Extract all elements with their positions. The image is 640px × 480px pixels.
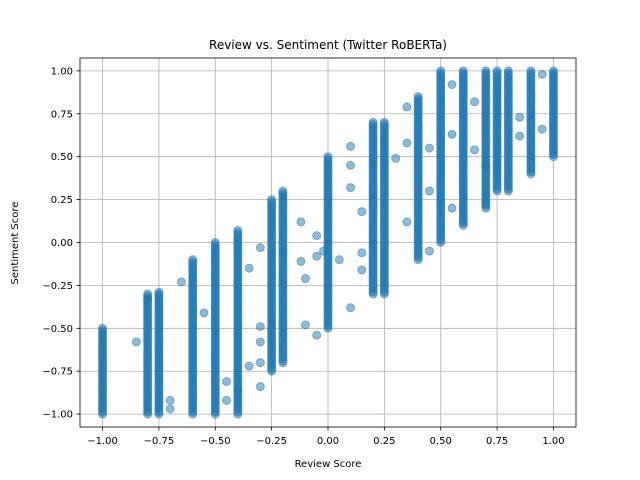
x-tick-label: −0.50 bbox=[200, 436, 231, 447]
x-tick-label: 0.25 bbox=[373, 436, 395, 447]
data-point bbox=[318, 246, 328, 256]
data-point bbox=[154, 287, 164, 297]
x-tick-label: −0.25 bbox=[256, 436, 287, 447]
data-point bbox=[233, 225, 243, 235]
data-point bbox=[334, 255, 344, 265]
x-axis-ticks: −1.00 −0.75 −0.50 −0.25 0.00 0.25 0.50 0.75 1.00 bbox=[87, 427, 565, 447]
data-point bbox=[165, 404, 175, 414]
data-points bbox=[98, 66, 558, 419]
data-point bbox=[402, 102, 412, 112]
data-point bbox=[346, 141, 356, 151]
data-point bbox=[515, 112, 525, 122]
data-point bbox=[346, 303, 356, 313]
x-tick-label: −0.75 bbox=[144, 436, 175, 447]
x-tick-label: 0.75 bbox=[486, 436, 508, 447]
data-point bbox=[312, 231, 322, 241]
data-point bbox=[312, 330, 322, 340]
data-point bbox=[233, 385, 243, 395]
data-point bbox=[312, 251, 322, 261]
y-axis-ticks: −1.00 −0.75 −0.50 −0.25 0.00 0.25 0.50 0.75 1.00 bbox=[42, 66, 80, 421]
data-point bbox=[255, 337, 265, 347]
data-point bbox=[210, 238, 220, 247]
data-point bbox=[424, 143, 434, 153]
data-point bbox=[458, 66, 468, 76]
data-point bbox=[278, 186, 288, 196]
data-point bbox=[492, 66, 502, 76]
data-point bbox=[143, 294, 153, 304]
x-tick-label: −1.00 bbox=[87, 436, 118, 447]
data-point bbox=[402, 217, 412, 227]
data-point bbox=[470, 145, 480, 155]
y-tick-label: −0.50 bbox=[42, 324, 73, 335]
data-point bbox=[470, 97, 480, 107]
data-point bbox=[413, 92, 423, 102]
data-point bbox=[424, 186, 434, 196]
data-point bbox=[255, 243, 265, 253]
x-axis-label: Review Score bbox=[295, 459, 362, 470]
y-tick-label: 0.00 bbox=[51, 238, 73, 249]
data-point bbox=[244, 263, 254, 273]
data-point bbox=[346, 160, 356, 170]
y-tick-label: −0.75 bbox=[42, 367, 73, 378]
data-point bbox=[391, 153, 401, 163]
data-point bbox=[98, 323, 108, 333]
data-point bbox=[503, 66, 513, 76]
data-point bbox=[481, 66, 491, 76]
data-point bbox=[296, 217, 306, 227]
data-point bbox=[548, 66, 558, 76]
data-point bbox=[515, 131, 525, 141]
data-point bbox=[255, 358, 265, 368]
y-tick-label: 0.25 bbox=[51, 195, 73, 206]
x-tick-label: 0.00 bbox=[317, 436, 339, 447]
data-point bbox=[131, 337, 141, 347]
data-point bbox=[188, 255, 198, 265]
y-tick-label: 0.50 bbox=[51, 152, 73, 163]
data-point bbox=[424, 246, 434, 256]
data-point bbox=[436, 66, 446, 76]
data-point bbox=[244, 361, 254, 371]
data-point bbox=[537, 69, 547, 79]
data-point bbox=[296, 256, 306, 266]
data-point bbox=[526, 66, 536, 76]
data-point bbox=[255, 382, 265, 392]
x-tick-label: 1.00 bbox=[542, 436, 564, 447]
data-point bbox=[402, 138, 412, 148]
data-point bbox=[447, 80, 457, 90]
data-point bbox=[300, 274, 310, 284]
data-point bbox=[267, 195, 277, 205]
y-axis-label: Sentiment Score bbox=[10, 202, 21, 285]
data-point bbox=[447, 203, 457, 213]
data-point bbox=[346, 183, 356, 193]
data-point bbox=[255, 322, 265, 332]
data-point bbox=[379, 117, 389, 127]
y-tick-label: −0.25 bbox=[42, 281, 73, 292]
data-point bbox=[357, 265, 367, 275]
y-tick-label: −1.00 bbox=[42, 410, 73, 421]
data-point bbox=[176, 277, 186, 287]
x-tick-label: 0.50 bbox=[430, 436, 452, 447]
data-point bbox=[537, 124, 547, 134]
data-point bbox=[323, 152, 333, 162]
y-tick-label: 0.75 bbox=[51, 109, 73, 120]
data-point bbox=[368, 117, 378, 127]
data-point bbox=[199, 308, 209, 318]
data-point bbox=[357, 207, 367, 217]
y-tick-label: 1.00 bbox=[51, 66, 73, 77]
data-point bbox=[357, 248, 367, 258]
data-point bbox=[447, 129, 457, 139]
chart-title: Review vs. Sentiment (Twitter RoBERTa) bbox=[209, 38, 447, 52]
data-point bbox=[481, 160, 491, 170]
data-point bbox=[222, 377, 232, 387]
data-point bbox=[165, 395, 175, 405]
data-point bbox=[300, 320, 310, 330]
data-point bbox=[222, 395, 232, 405]
